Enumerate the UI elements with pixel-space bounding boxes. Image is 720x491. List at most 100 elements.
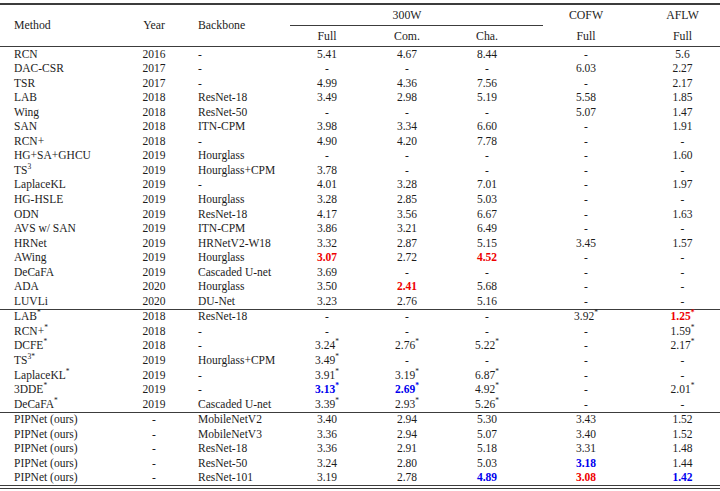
cell-value: 2.17	[645, 76, 720, 91]
cell-value: -	[645, 280, 720, 295]
cell-backbone: ResNet-101	[178, 471, 287, 488]
cell-year: 2017	[130, 76, 178, 91]
cell-value: 2.85	[367, 192, 447, 207]
cell-backbone: MobileNetV2	[178, 412, 287, 427]
cell-value: 1.47	[645, 105, 720, 120]
cell-backbone: Hourglass	[178, 251, 287, 266]
cell-method: PIPNet (ours)	[0, 442, 130, 457]
cell-value: 2.91	[367, 442, 447, 457]
col-header-300w-com: Com.	[367, 26, 447, 47]
cell-backbone: DU-Net	[178, 294, 287, 309]
cell-value: 4.89	[447, 471, 527, 488]
cell-year: 2019	[130, 207, 178, 222]
cell-value: 5.19	[447, 91, 527, 106]
superscript: *	[43, 381, 47, 390]
col-header-aflw-full: Full	[645, 26, 720, 47]
cell-backbone: HRNetV2-W18	[178, 236, 287, 251]
cell-year: 2019	[130, 353, 178, 368]
results-table-body: RCN2016-5.414.678.44-5.6DAC-CSR2017----6…	[0, 47, 720, 488]
table-row: DeCaFA2019Cascaded U-net3.69----	[0, 265, 720, 280]
cell-method: TSR	[0, 76, 130, 91]
cell-method: RCN+	[0, 134, 130, 149]
cell-value: 6.87*	[447, 368, 527, 383]
cell-year: 2018	[130, 339, 178, 354]
cell-value: 6.60	[447, 120, 527, 135]
cell-value: -	[447, 105, 527, 120]
cell-value: -	[527, 47, 645, 62]
table-row: PIPNet (ours)-ResNet-183.362.915.183.311…	[0, 442, 720, 457]
cell-value: -	[287, 62, 367, 77]
cell-value: 3.18	[527, 456, 645, 471]
superscript: *	[691, 309, 695, 318]
cell-method: HRNet	[0, 236, 130, 251]
superscript: *	[335, 352, 339, 361]
table-row: LAB2018ResNet-183.492.985.195.581.85	[0, 91, 720, 106]
cell-value: -	[527, 324, 645, 339]
superscript: *	[44, 323, 48, 332]
cell-value: 3.31	[527, 442, 645, 457]
table-row: DeCaFA*2019Cascaded U-net3.39*2.93*5.26*…	[0, 397, 720, 412]
cell-value: -	[367, 324, 447, 339]
cell-method: Wing	[0, 105, 130, 120]
cell-value: -	[645, 251, 720, 266]
cell-value: 4.20	[367, 134, 447, 149]
cell-year: 2018	[130, 120, 178, 135]
table-row: HRNet2019HRNetV2-W183.322.875.153.451.57	[0, 236, 720, 251]
cell-value: 3.78	[287, 163, 367, 178]
cell-value: -	[367, 353, 447, 368]
cell-value: 5.58	[527, 91, 645, 106]
cell-value: 5.26*	[447, 397, 527, 412]
cell-method: LaplaceKL	[0, 178, 130, 193]
cell-value: 7.78	[447, 134, 527, 149]
cell-value: 5.18	[447, 442, 527, 457]
superscript: *	[495, 367, 499, 376]
cell-value: -	[645, 134, 720, 149]
cell-value: 4.17	[287, 207, 367, 222]
cell-value: -	[447, 265, 527, 280]
cell-method: AVS w/ SAN	[0, 222, 130, 237]
cell-value: 5.41	[287, 47, 367, 62]
superscript: *	[495, 396, 499, 405]
cell-year: 2016	[130, 47, 178, 62]
cell-value: 3.56	[367, 207, 447, 222]
cell-year: 2019	[130, 222, 178, 237]
cell-value: 7.56	[447, 76, 527, 91]
table-row: PIPNet (ours)-MobileNetV33.362.945.073.4…	[0, 427, 720, 442]
cell-value: 3.07	[287, 251, 367, 266]
cell-value: 6.49	[447, 222, 527, 237]
cell-value: 1.85	[645, 91, 720, 106]
cell-value: 2.98	[367, 91, 447, 106]
cell-backbone: -	[178, 134, 287, 149]
col-header-method: Method	[0, 4, 130, 47]
col-header-cofw-full: Full	[527, 26, 645, 47]
table-row: PIPNet (ours)-ResNet-503.242.805.033.181…	[0, 456, 720, 471]
cell-value: 4.01	[287, 178, 367, 193]
cell-year: 2017	[130, 62, 178, 77]
cell-backbone: -	[178, 339, 287, 354]
cell-value: -	[447, 309, 527, 324]
cell-value: -	[645, 294, 720, 309]
group-300w-underline	[290, 25, 543, 26]
cell-method: DeCaFA	[0, 265, 130, 280]
cell-year: 2019	[130, 192, 178, 207]
cell-value: 1.25*	[645, 309, 720, 324]
cell-year: 2020	[130, 294, 178, 309]
table-row: RCN2016-5.414.678.44-5.6	[0, 47, 720, 62]
table-row: HG-HSLE2019Hourglass3.282.855.03--	[0, 192, 720, 207]
cell-value: 3.21	[367, 222, 447, 237]
superscript: *	[335, 338, 339, 347]
cell-year: 2019	[130, 236, 178, 251]
cell-value: 3.40	[527, 427, 645, 442]
table-header: Method Year Backbone 300W COFW AFLW Full…	[0, 4, 720, 47]
cell-value: 3.49*	[287, 353, 367, 368]
cell-value: -	[527, 120, 645, 135]
table-row: Wing2018ResNet-50---5.071.47	[0, 105, 720, 120]
cell-method: ODN	[0, 207, 130, 222]
cell-value: 2.80	[367, 456, 447, 471]
superscript: *	[335, 381, 339, 390]
col-header-300w-full: Full	[287, 26, 367, 47]
cell-value: 2.27	[645, 62, 720, 77]
cell-value: 8.44	[447, 47, 527, 62]
cell-value: -	[527, 207, 645, 222]
cell-value: 3.45	[527, 236, 645, 251]
